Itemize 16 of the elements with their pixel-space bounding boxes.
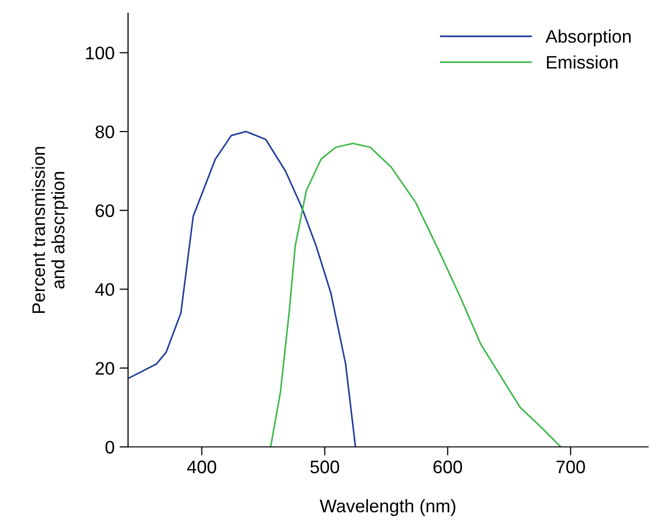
y-tick-label: 40	[95, 283, 114, 296]
legend-label: Emission	[546, 55, 618, 69]
x-tick-label: 500	[310, 460, 340, 474]
line-series	[270, 142, 562, 447]
y-tick-label: 0	[106, 440, 114, 454]
x-tick-label: 700	[556, 460, 585, 474]
y-tick-label: 80	[96, 125, 114, 138]
line-series	[128, 130, 356, 447]
y-tick-label: 20	[96, 362, 114, 375]
x-tick-label: 400	[187, 460, 216, 474]
y-tick-label: 60	[96, 204, 114, 218]
y-axis-title: Percent transmission and abscrption	[32, 146, 68, 313]
y-tick-label: 100	[86, 46, 114, 60]
x-tick-label: 600	[434, 460, 462, 474]
legend-label: Absorption	[546, 30, 631, 46]
x-axis-title: Wavelength (nm)	[320, 499, 456, 516]
